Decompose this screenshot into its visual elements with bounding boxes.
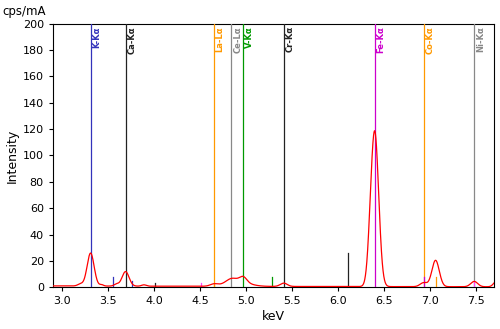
- Text: La-Lα: La-Lα: [216, 26, 224, 52]
- Text: Ca-Kα: Ca-Kα: [128, 26, 136, 54]
- Text: Co-Kα: Co-Kα: [426, 26, 434, 54]
- Text: Ce-Lα: Ce-Lα: [233, 26, 242, 53]
- Text: K-Kα: K-Kα: [92, 26, 102, 48]
- Text: Cr-Kα: Cr-Kα: [286, 26, 294, 52]
- Text: Fe-Kα: Fe-Kα: [376, 26, 386, 53]
- Y-axis label: Intensity: Intensity: [6, 128, 18, 183]
- Text: Ni-Kα: Ni-Kα: [476, 26, 485, 52]
- X-axis label: keV: keV: [262, 311, 285, 323]
- Text: V-Kα: V-Kα: [245, 26, 254, 48]
- Text: cps/mA: cps/mA: [2, 5, 46, 18]
